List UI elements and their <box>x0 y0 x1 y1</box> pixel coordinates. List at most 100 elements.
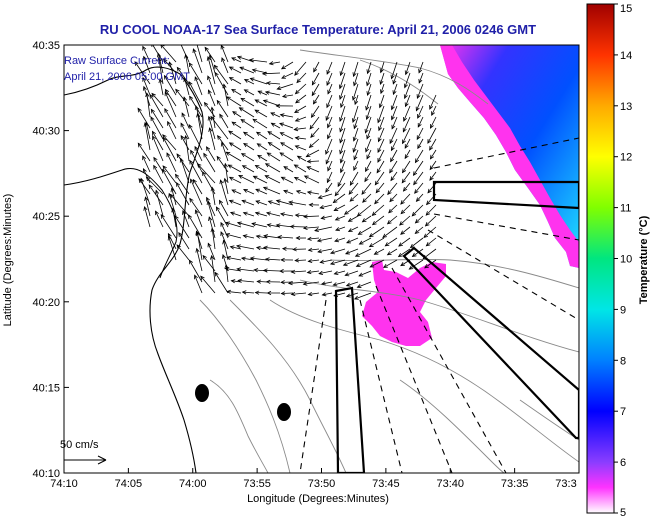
current-vector-head <box>365 167 369 173</box>
current-vector-head <box>219 179 224 185</box>
current-vector-head <box>316 238 322 243</box>
current-vector-head <box>220 231 225 236</box>
current-vector <box>155 190 164 217</box>
current-vector <box>229 200 242 206</box>
current-vector-head <box>356 284 362 288</box>
current-vector-head <box>145 176 151 182</box>
current-vector-head <box>225 221 231 226</box>
current-vector-head <box>280 280 285 285</box>
buoy-marker-east <box>277 403 291 421</box>
current-vector-head <box>169 193 175 199</box>
current-vector <box>166 152 177 173</box>
y-tick-label: 40:25 <box>32 211 60 223</box>
current-vector-head <box>164 91 169 97</box>
current-vector <box>225 268 242 272</box>
current-vector <box>178 232 190 250</box>
current-vector-head <box>206 196 210 202</box>
current-vector-head <box>280 176 286 181</box>
current-vector-head <box>249 256 255 261</box>
current-vector <box>294 105 307 113</box>
current-vector-head <box>176 66 182 72</box>
current-vector-head <box>200 275 205 281</box>
current-vector <box>366 105 372 120</box>
current-vector <box>175 174 190 195</box>
current-vector-head <box>252 175 258 180</box>
current-vector <box>203 153 216 173</box>
current-vector <box>271 122 281 129</box>
current-vector <box>196 232 203 261</box>
current-vector-head <box>400 200 405 205</box>
current-vector <box>221 57 229 74</box>
colorbar-tick-label: 6 <box>620 457 626 469</box>
current-vector <box>418 72 424 84</box>
current-vector <box>208 89 216 107</box>
current-vector <box>160 45 177 63</box>
current-vector <box>426 237 437 247</box>
current-vector <box>424 259 437 269</box>
current-vector-head <box>369 263 375 268</box>
current-vector-head <box>312 99 318 105</box>
current-vector <box>269 61 281 65</box>
current-vector <box>241 153 255 162</box>
colorbar-tick-label: 15 <box>620 3 632 15</box>
current-vector <box>422 248 437 259</box>
current-vector <box>334 237 346 242</box>
current-vector <box>391 138 398 151</box>
current-vector-head <box>389 139 394 145</box>
current-vector-head <box>202 171 207 176</box>
current-vector <box>181 112 190 129</box>
current-vector-head <box>203 101 209 107</box>
current-vector <box>155 210 164 228</box>
current-vector-head <box>366 134 371 140</box>
current-vector-head <box>265 81 271 86</box>
current-vector <box>349 171 359 186</box>
current-vector <box>280 213 294 217</box>
current-vector <box>153 157 164 173</box>
current-vector-head <box>348 190 353 195</box>
current-vector-head <box>231 189 237 194</box>
current-vector-head <box>188 62 193 68</box>
current-vector <box>390 149 398 162</box>
current-vector <box>327 116 333 128</box>
current-vector-head <box>295 99 300 104</box>
current-vector <box>340 61 346 76</box>
current-vector <box>366 149 372 159</box>
current-vector-head <box>240 119 246 124</box>
current-vector <box>192 179 203 195</box>
current-vector-head <box>262 268 268 273</box>
current-vector <box>263 247 281 250</box>
current-vector-head <box>292 247 297 252</box>
current-vector-head <box>325 116 330 121</box>
x-tick-label: 74:10 <box>50 478 78 490</box>
current-vector-head <box>137 107 142 113</box>
current-vector-head <box>383 263 388 268</box>
current-vector <box>207 56 216 85</box>
current-vector <box>340 94 346 108</box>
current-vector <box>399 215 411 226</box>
current-vector-head <box>203 152 208 158</box>
current-vector <box>144 206 151 228</box>
current-vector-head <box>255 234 261 239</box>
current-vector <box>167 121 177 140</box>
current-vector-head <box>295 235 301 241</box>
current-vector-head <box>334 216 340 221</box>
current-vector-head <box>158 78 163 84</box>
current-vector <box>281 72 294 79</box>
current-vector <box>362 215 372 223</box>
current-vector <box>393 83 398 95</box>
current-vector-head <box>142 85 147 91</box>
current-vector-head <box>195 247 200 253</box>
current-vector <box>268 142 281 151</box>
current-vector <box>295 214 307 217</box>
current-vector <box>320 259 333 263</box>
current-vector-head <box>400 209 406 215</box>
current-vector <box>348 226 359 232</box>
current-vector-head <box>243 79 249 83</box>
current-vector <box>352 105 359 123</box>
current-vector-head <box>240 256 246 261</box>
current-vector <box>211 255 216 283</box>
current-vector-head <box>288 200 294 205</box>
current-vector <box>229 66 242 74</box>
current-vector <box>337 171 346 187</box>
